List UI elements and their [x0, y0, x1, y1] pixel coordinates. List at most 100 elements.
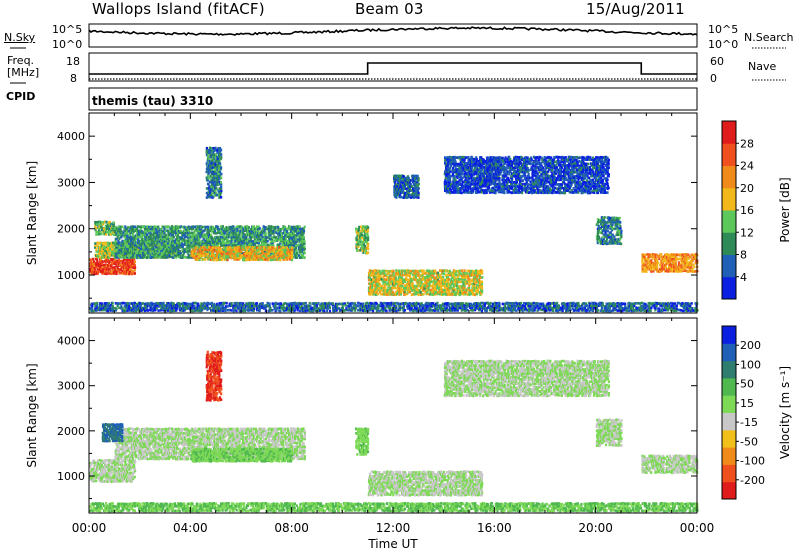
echo-cell	[173, 229, 176, 233]
echo-cell	[213, 240, 216, 243]
echo-cell	[168, 237, 172, 241]
echo-cell	[115, 272, 118, 276]
echo-cell	[90, 260, 93, 263]
echo-cell	[290, 256, 294, 260]
echo-cell	[220, 166, 223, 169]
echo-cell	[132, 247, 135, 251]
echo-cell	[269, 229, 272, 232]
echo-cell	[181, 231, 185, 235]
echo-cell	[220, 250, 223, 253]
echo-cell	[234, 248, 237, 252]
echo-cell	[269, 256, 272, 259]
echo-cell	[303, 240, 306, 243]
echo-cell	[120, 268, 123, 271]
echo-cell	[177, 239, 180, 242]
echo-cell	[198, 256, 201, 260]
noise-panel-frame	[88, 23, 698, 48]
echo-cell	[266, 246, 269, 250]
echo-cell	[194, 247, 197, 251]
echo-cell	[417, 293, 420, 296]
echo-cell	[139, 229, 142, 233]
echo-cell	[129, 250, 133, 253]
echo-cell	[447, 291, 451, 294]
echo-cell	[209, 149, 212, 152]
echo-cell	[302, 237, 305, 240]
echo-cell	[300, 256, 303, 259]
echo-cell	[207, 183, 210, 186]
echo-cell	[170, 236, 173, 239]
echo-cell	[212, 225, 215, 229]
echo-cell	[288, 252, 292, 255]
echo-cell	[119, 248, 122, 251]
echo-cell	[286, 258, 289, 261]
echo-cell	[156, 249, 159, 253]
echo-cell	[303, 247, 306, 251]
echo-cell	[209, 229, 212, 233]
echo-cell	[142, 233, 146, 237]
echo-cell	[255, 237, 258, 240]
echo-cell	[195, 225, 198, 228]
echo-cell	[114, 233, 117, 237]
echo-cell	[155, 254, 158, 257]
echo-cell	[238, 246, 241, 249]
echo-cell	[130, 264, 133, 267]
echo-cell	[115, 237, 118, 241]
echo-cell	[118, 241, 121, 244]
echo-cell	[473, 289, 476, 292]
echo-cell	[141, 239, 144, 243]
echo-cell	[257, 225, 260, 229]
echo-cell	[157, 227, 160, 231]
echo-cell	[104, 233, 108, 236]
echo-cell	[177, 250, 180, 253]
echo-cell	[297, 254, 301, 257]
echo-cell	[242, 256, 245, 260]
echo-cell	[124, 268, 127, 271]
echo-cell	[296, 227, 299, 230]
echo-cell	[210, 233, 213, 237]
echo-cell	[126, 232, 129, 235]
echo-cell	[226, 246, 229, 249]
echo-cell	[229, 252, 232, 255]
echo-cell	[177, 251, 181, 255]
echo-cell	[260, 237, 263, 241]
echo-cell	[192, 248, 195, 252]
echo-cell	[269, 242, 272, 245]
echo-cell	[161, 225, 164, 228]
echo-cell	[94, 246, 97, 249]
echo-cell	[132, 270, 135, 273]
echo-cell	[263, 250, 266, 253]
echo-cell	[195, 254, 198, 258]
echo-cell	[279, 233, 282, 237]
echo-cell	[158, 230, 161, 233]
echo-cell	[128, 269, 132, 273]
echo-cell	[208, 170, 211, 174]
echo-cell	[215, 237, 219, 241]
echo-cell	[284, 227, 287, 231]
echo-cell	[93, 260, 96, 263]
echo-cell	[199, 248, 202, 252]
echo-cell	[246, 232, 249, 235]
echo-cell	[253, 237, 256, 241]
echo-cell	[243, 246, 246, 249]
echo-cell	[209, 240, 212, 243]
echo-cell	[145, 243, 148, 247]
echo-cell	[408, 187, 411, 191]
echo-cell	[149, 234, 152, 237]
echo-cell	[144, 246, 147, 249]
echo-cell	[208, 248, 211, 251]
echo-cell	[147, 246, 150, 249]
echo-cell	[105, 241, 108, 245]
echo-cell	[301, 233, 304, 237]
echo-cell	[224, 237, 227, 241]
echo-cell	[244, 227, 247, 231]
echo-cell	[115, 229, 118, 232]
echo-cell	[197, 231, 200, 235]
echo-cell	[246, 254, 249, 257]
echo-cell	[154, 247, 157, 251]
echo-cell	[118, 255, 121, 259]
echo-cell	[237, 244, 240, 247]
echo-cell	[101, 253, 104, 257]
echo-cell	[123, 271, 126, 275]
echo-cell	[266, 239, 269, 243]
echo-cell	[99, 266, 102, 269]
